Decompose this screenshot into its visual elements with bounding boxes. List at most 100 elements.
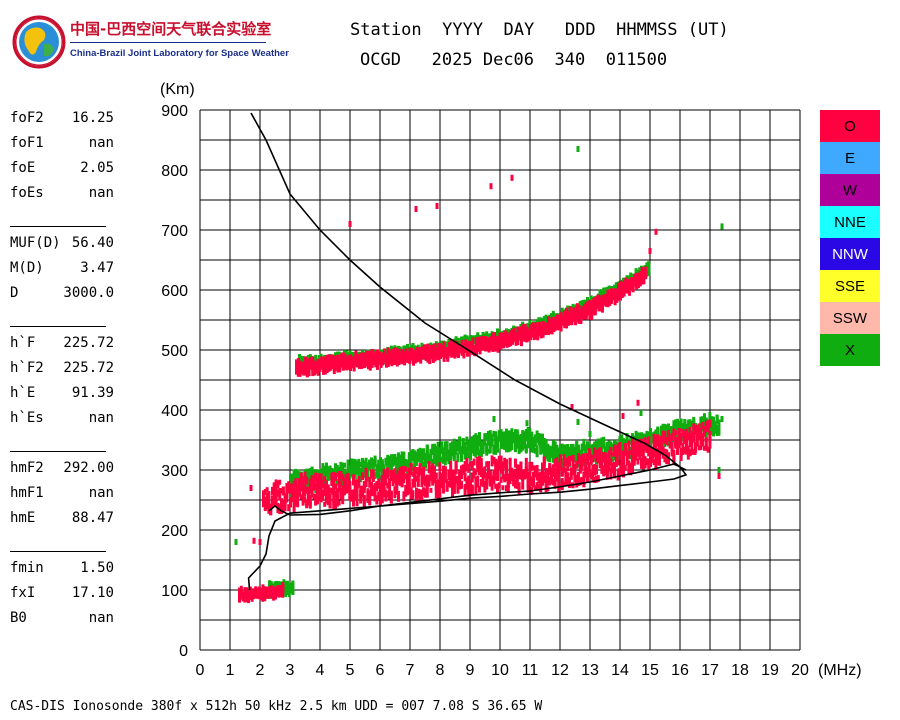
echo-mark-o xyxy=(352,496,355,507)
echo-mark-x xyxy=(713,423,717,434)
echo-point-o xyxy=(348,221,352,227)
echo-mark-x xyxy=(434,445,438,456)
param-name: h`E xyxy=(10,385,36,401)
echo-mark-o xyxy=(347,356,351,366)
echo-mark-x xyxy=(425,444,429,455)
echo-mark-x xyxy=(323,466,327,476)
echo-mark-x xyxy=(418,457,422,463)
echo-mark-o xyxy=(534,322,538,332)
echo-mark-o xyxy=(552,319,556,325)
echo-mark-x xyxy=(316,472,319,483)
echo-mark-o xyxy=(379,359,383,367)
echo-mark-o xyxy=(584,302,588,310)
echo-mark-o xyxy=(301,488,305,500)
echo-mark-o xyxy=(638,271,642,283)
echo-mark-o xyxy=(319,473,323,485)
echo-mark-o xyxy=(489,340,493,346)
echo-mark-x xyxy=(451,441,454,450)
echo-mark-o xyxy=(334,490,337,498)
echo-mark-x xyxy=(487,431,490,443)
echo-mark-o xyxy=(386,467,390,479)
echo-mark-x xyxy=(550,447,553,456)
echo-mark-o xyxy=(523,323,527,335)
echo-mark-o xyxy=(690,433,694,444)
echo-mark-o xyxy=(336,361,340,370)
echo-mark-o xyxy=(348,487,352,500)
echo-mark-x xyxy=(429,457,433,464)
echo-mark-o xyxy=(270,586,274,593)
echo-point-o xyxy=(636,399,640,406)
echo-mark-o xyxy=(469,479,472,486)
x-tick-label: 7 xyxy=(406,662,415,679)
echo-mark-o xyxy=(328,487,332,494)
echo-point-o xyxy=(570,404,574,410)
echo-mark-o xyxy=(407,475,411,488)
echo-mark-o xyxy=(481,472,485,484)
echo-mark-o xyxy=(442,341,446,352)
echo-mark-o xyxy=(511,330,514,341)
echo-mark-o xyxy=(433,465,436,472)
echo-mark-o xyxy=(334,355,338,365)
y-axis-label: (Km) xyxy=(160,81,195,98)
echo-mark-o xyxy=(451,481,454,488)
echo-mark-o xyxy=(613,451,616,457)
echo-mark-o xyxy=(453,342,457,351)
echo-mark-o xyxy=(346,474,350,481)
echo-mark-x xyxy=(494,437,498,449)
x-tick-label: 18 xyxy=(731,662,749,679)
echo-mark-o xyxy=(521,477,525,490)
echo-mark-o xyxy=(530,476,534,487)
echo-mark-o xyxy=(380,476,384,489)
echo-mark-x xyxy=(672,433,676,443)
echo-mark-o xyxy=(582,453,586,463)
echo-mark-o xyxy=(431,347,435,356)
echo-mark-o xyxy=(688,449,692,457)
echo-mark-x xyxy=(478,449,481,457)
echo-mark-o xyxy=(555,469,559,480)
echo-mark-x xyxy=(530,436,534,449)
echo-mark-o xyxy=(438,480,442,490)
echo-mark-o xyxy=(413,476,417,488)
legend-item-o: O xyxy=(820,110,880,142)
echo-mark-x xyxy=(609,454,613,460)
legend-item-e: E xyxy=(820,142,880,174)
echo-mark-x xyxy=(512,433,516,444)
echo-mark-o xyxy=(467,340,471,348)
echo-mark-o xyxy=(535,481,539,490)
echo-mark-o xyxy=(532,476,535,488)
echo-mark-x xyxy=(398,454,402,466)
echo-mark-x xyxy=(366,462,370,473)
param-row: h`F2 225.72 xyxy=(10,360,120,378)
echo-mark-o xyxy=(683,430,687,439)
echo-mark-x xyxy=(557,447,561,457)
echo-mark-o xyxy=(415,346,419,354)
echo-mark-o xyxy=(376,349,379,361)
echo-mark-o xyxy=(263,496,267,505)
echo-mark-o xyxy=(625,453,629,466)
echo-mark-o xyxy=(355,484,359,497)
echo-mark-o xyxy=(665,437,669,446)
echo-mark-o xyxy=(460,480,463,489)
echo-mark-o xyxy=(425,477,429,486)
echo-mark-o xyxy=(426,353,430,363)
echo-mark-o xyxy=(374,359,378,368)
echo-mark-o xyxy=(327,360,331,371)
echo-mark-x xyxy=(476,436,480,448)
echo-mark-o xyxy=(497,482,501,489)
echo-mark-o xyxy=(422,344,426,354)
echo-mark-o xyxy=(449,339,453,351)
echo-mark-o xyxy=(557,322,561,330)
echo-mark-o xyxy=(463,486,467,493)
echo-mark-o xyxy=(534,333,538,340)
echo-mark-o xyxy=(600,465,604,474)
echo-mark-o xyxy=(572,308,576,320)
echo-mark-o xyxy=(323,360,327,366)
echo-mark-o xyxy=(498,337,502,349)
echo-mark-o xyxy=(511,337,514,345)
echo-mark-o xyxy=(380,486,384,495)
echo-mark-x xyxy=(602,291,606,297)
echo-mark-o xyxy=(703,428,706,436)
echo-mark-o xyxy=(544,468,548,475)
echo-mark-o xyxy=(544,483,548,493)
echo-mark-x xyxy=(395,456,399,468)
